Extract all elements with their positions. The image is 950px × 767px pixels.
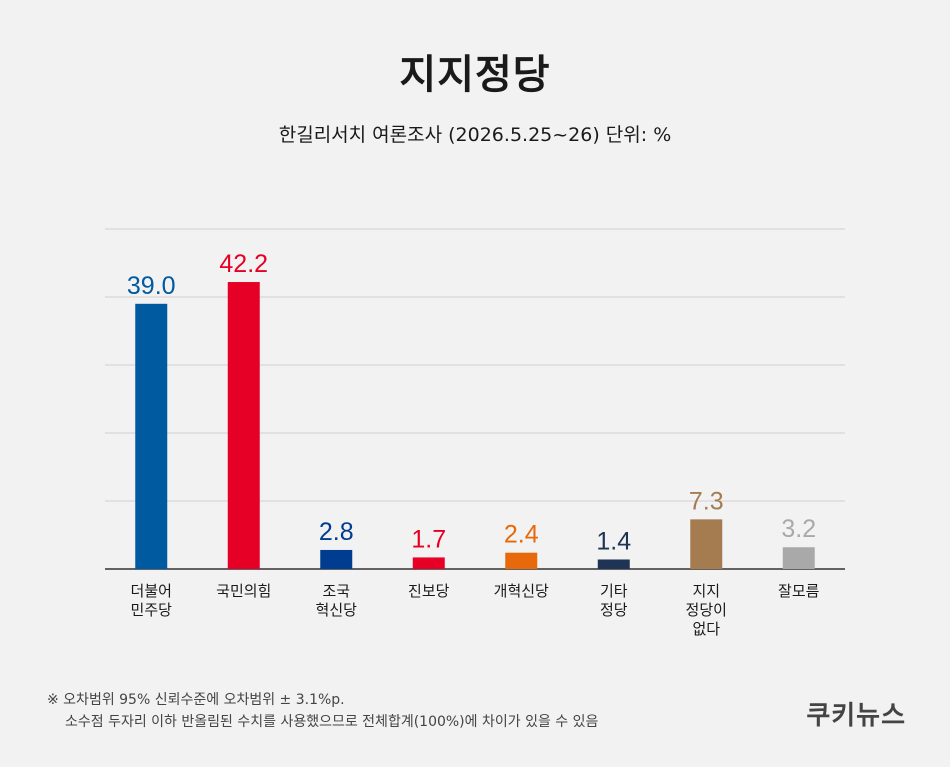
- data-label: 1.7: [411, 525, 446, 553]
- category-label: 잘모름: [778, 582, 820, 600]
- bar: [320, 549, 353, 569]
- data-label: 39.0: [127, 272, 176, 300]
- chart-title: 지지정당: [399, 52, 551, 98]
- category-label: 지지: [692, 582, 720, 600]
- category-label: 더불어: [131, 582, 172, 600]
- bar: [135, 303, 168, 569]
- category-label: 정당: [600, 601, 628, 619]
- footnote-line2: 소수점 두자리 이하 반올림된 수치를 사용했으므로 전체합계(100%)에 차…: [65, 714, 599, 730]
- category-label: 국민의힘: [216, 582, 271, 600]
- footnote: ※ 오차범위 95% 신뢰수준에 오차범위 ± 3.1%p. 소수점 두자리 이…: [47, 689, 598, 733]
- data-label: 7.3: [689, 487, 724, 515]
- data-label: 1.4: [596, 527, 631, 555]
- bar: [690, 519, 723, 569]
- chart-subtitle: 한길리서치 여론조사 (2026.5.25~26) 단위: %: [278, 124, 672, 146]
- category-label: 기타: [600, 582, 628, 600]
- data-label: 2.8: [319, 518, 354, 546]
- footnote-line1: ※ 오차범위 95% 신뢰수준에 오차범위 ± 3.1%p.: [47, 692, 345, 708]
- category-label: 진보당: [408, 582, 450, 600]
- bar: [597, 559, 630, 569]
- category-label: 민주당: [131, 601, 173, 619]
- brand-logo: 쿠키뉴스: [806, 701, 906, 731]
- category-label: 없다: [692, 620, 720, 638]
- category-label: 조국: [322, 582, 350, 600]
- data-label: 3.2: [781, 515, 816, 543]
- category-label: 개혁신당: [494, 582, 549, 600]
- data-label: 42.2: [219, 250, 268, 278]
- bar: [782, 547, 815, 569]
- category-label: 혁신당: [316, 601, 358, 619]
- category-label: 정당이: [686, 601, 727, 619]
- data-label: 2.4: [504, 521, 539, 549]
- bar: [412, 557, 445, 569]
- bar: [505, 552, 538, 569]
- bar: [227, 282, 260, 569]
